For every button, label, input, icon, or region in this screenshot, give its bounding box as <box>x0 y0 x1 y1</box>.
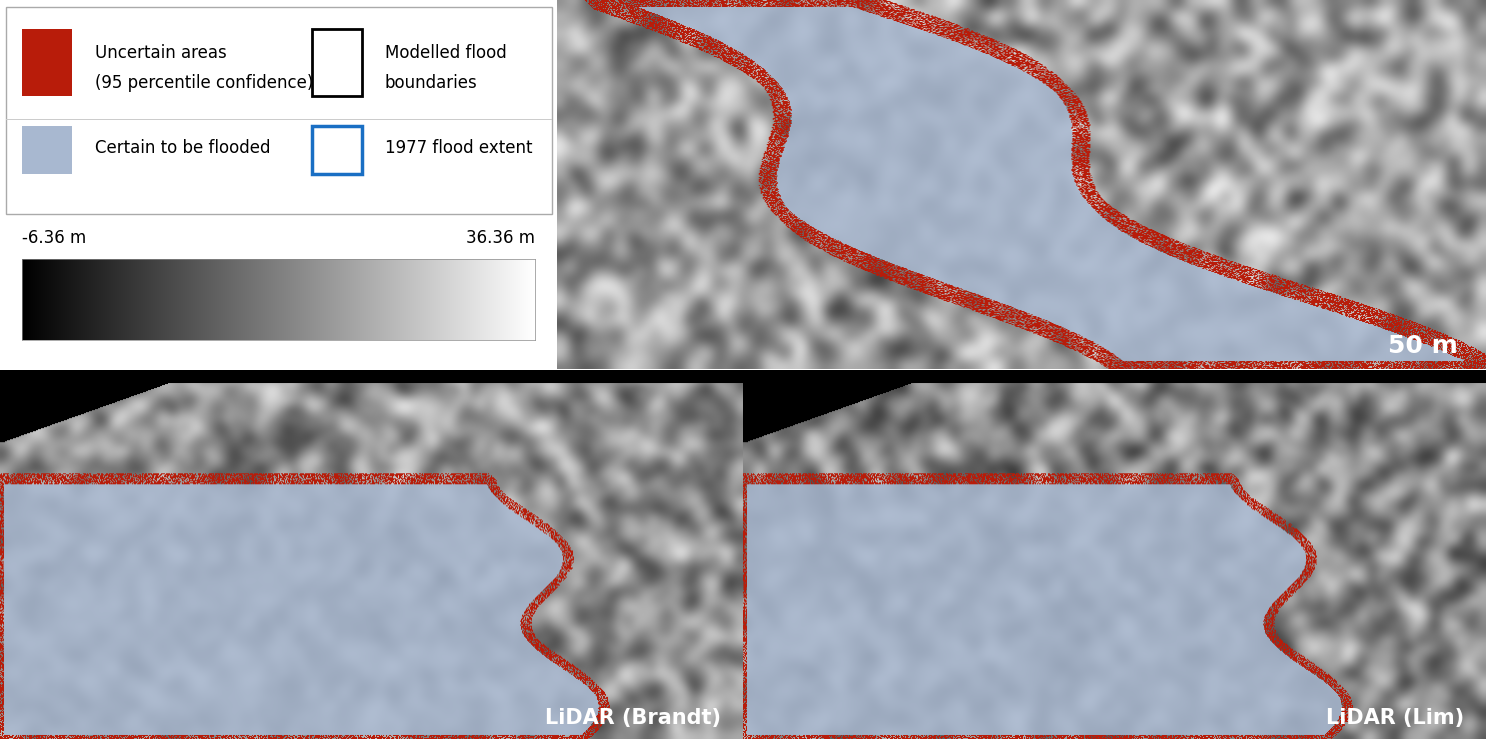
Text: LiDAR (Brandt): LiDAR (Brandt) <box>545 708 721 728</box>
Text: -6.36 m: -6.36 m <box>22 229 86 247</box>
Bar <box>22 126 73 174</box>
Text: (95 percentile confidence): (95 percentile confidence) <box>95 74 314 92</box>
Text: 1977 flood extent: 1977 flood extent <box>385 138 532 157</box>
Bar <box>6 7 551 214</box>
Text: LiDAR (Lim): LiDAR (Lim) <box>1326 708 1464 728</box>
Text: 50 m: 50 m <box>1388 335 1458 358</box>
Bar <box>22 29 73 96</box>
Bar <box>312 126 363 174</box>
Text: 36.36 m: 36.36 m <box>467 229 535 247</box>
Text: boundaries: boundaries <box>385 74 477 92</box>
Text: Modelled flood: Modelled flood <box>385 44 507 62</box>
Text: Certain to be flooded: Certain to be flooded <box>95 138 270 157</box>
Bar <box>312 29 363 96</box>
Bar <box>6 119 551 120</box>
Text: Uncertain areas: Uncertain areas <box>95 44 226 62</box>
